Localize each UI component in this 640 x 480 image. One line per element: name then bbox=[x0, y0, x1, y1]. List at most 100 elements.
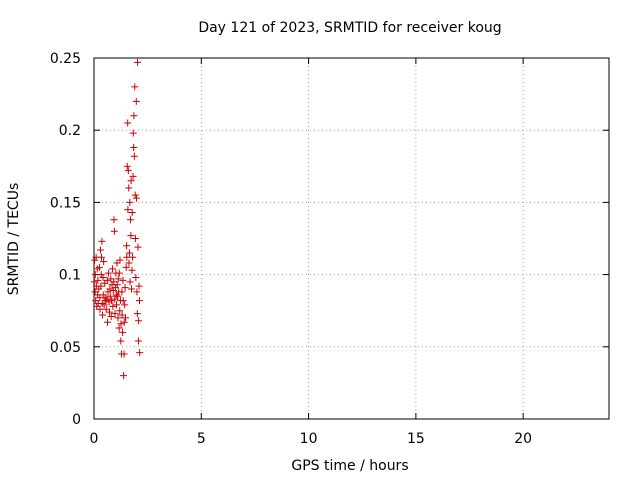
data-point-marker bbox=[123, 162, 131, 170]
data-point-marker bbox=[129, 172, 137, 180]
data-point-marker bbox=[106, 285, 114, 293]
data-point-marker bbox=[125, 184, 133, 192]
x-tick-label: 0 bbox=[90, 431, 99, 447]
data-point-marker bbox=[96, 246, 104, 254]
data-point-marker bbox=[110, 216, 118, 224]
data-point-marker bbox=[126, 216, 134, 224]
data-point-marker bbox=[133, 288, 141, 296]
data-point-marker bbox=[108, 297, 116, 305]
data-point-marker bbox=[118, 288, 126, 296]
data-point-marker bbox=[115, 324, 123, 332]
y-tick-label: 0.25 bbox=[50, 51, 81, 67]
data-point-marker bbox=[110, 278, 118, 286]
data-point-marker bbox=[135, 282, 143, 290]
data-point-marker bbox=[124, 119, 132, 127]
data-point-marker bbox=[104, 318, 112, 326]
data-point-marker bbox=[132, 273, 140, 281]
data-point-marker bbox=[107, 275, 115, 283]
data-point-marker bbox=[97, 271, 105, 279]
data-point-marker bbox=[118, 311, 126, 319]
data-point-marker bbox=[128, 209, 136, 217]
data-point-marker bbox=[119, 328, 127, 336]
data-point-marker bbox=[95, 263, 103, 271]
data-point-marker bbox=[122, 314, 130, 322]
data-point-marker bbox=[135, 297, 143, 305]
data-point-marker bbox=[131, 83, 139, 91]
data-point-marker bbox=[110, 227, 118, 235]
data-point-marker bbox=[96, 305, 104, 313]
data-point-marker bbox=[99, 273, 107, 281]
y-axis-label: SRMTID / TECUs bbox=[6, 183, 22, 296]
data-point-marker bbox=[125, 249, 133, 257]
data-point-marker bbox=[130, 144, 138, 152]
data-point-marker bbox=[120, 350, 128, 358]
data-point-marker bbox=[100, 301, 108, 309]
data-point-marker bbox=[127, 177, 135, 185]
data-point-marker bbox=[116, 256, 124, 264]
data-point-marker bbox=[98, 253, 106, 261]
x-tick-label: 10 bbox=[300, 431, 318, 447]
data-point-marker bbox=[114, 275, 122, 283]
data-point-marker bbox=[114, 292, 122, 300]
y-tick-label: 0 bbox=[72, 412, 81, 428]
data-point-marker bbox=[136, 349, 144, 357]
data-point-marker bbox=[102, 305, 110, 313]
x-tick-label: 20 bbox=[514, 431, 532, 447]
data-point-marker bbox=[93, 302, 101, 310]
data-point-marker bbox=[123, 242, 131, 250]
data-point-marker bbox=[134, 58, 142, 66]
y-tick-label: 0.2 bbox=[59, 123, 81, 139]
data-point-marker bbox=[99, 311, 107, 319]
data-point-marker bbox=[129, 253, 137, 261]
data-point-marker bbox=[111, 284, 119, 292]
x-axis-label: GPS time / hours bbox=[291, 458, 408, 474]
data-point-marker bbox=[126, 278, 134, 286]
data-point-marker bbox=[100, 258, 108, 266]
data-point-marker bbox=[119, 276, 127, 284]
data-point-marker bbox=[106, 292, 114, 300]
data-point-marker bbox=[91, 271, 99, 279]
chart-title: Day 121 of 2023, SRMTID for receiver kou… bbox=[198, 20, 501, 36]
data-point-marker bbox=[119, 297, 127, 305]
data-point-marker bbox=[134, 337, 142, 345]
plot-frame bbox=[93, 57, 610, 420]
data-point-marker bbox=[94, 276, 102, 284]
data-point-marker bbox=[135, 317, 143, 325]
data-point-marker bbox=[121, 284, 129, 292]
data-point-marker bbox=[91, 256, 99, 264]
data-points bbox=[90, 58, 144, 380]
data-point-marker bbox=[128, 285, 136, 293]
data-point-marker bbox=[113, 259, 121, 267]
data-point-marker bbox=[131, 235, 139, 242]
data-point-marker bbox=[133, 310, 141, 318]
grid-lines bbox=[94, 58, 609, 419]
data-point-marker bbox=[129, 129, 137, 137]
data-point-marker bbox=[117, 320, 125, 328]
data-point-marker bbox=[131, 191, 139, 199]
data-point-marker bbox=[109, 302, 117, 310]
data-point-marker bbox=[127, 232, 135, 240]
x-tick-label: 15 bbox=[407, 431, 425, 447]
data-point-marker bbox=[120, 372, 128, 380]
data-point-marker bbox=[113, 281, 121, 289]
data-point-marker bbox=[103, 276, 111, 284]
data-point-marker bbox=[126, 198, 134, 206]
data-point-marker bbox=[132, 97, 140, 105]
data-point-marker bbox=[111, 310, 119, 318]
data-point-marker bbox=[98, 237, 106, 245]
data-point-marker bbox=[124, 206, 132, 214]
data-point-marker bbox=[115, 269, 123, 277]
data-point-marker bbox=[97, 282, 105, 290]
x-tick-label: 5 bbox=[197, 431, 206, 447]
data-point-marker bbox=[130, 112, 138, 120]
y-tick-label: 0.05 bbox=[50, 340, 81, 356]
data-point-marker bbox=[90, 278, 98, 286]
data-point-marker bbox=[132, 194, 140, 202]
data-point-marker bbox=[122, 263, 130, 271]
data-point-marker bbox=[121, 301, 129, 309]
data-point-marker bbox=[128, 266, 136, 274]
data-point-marker bbox=[104, 269, 112, 277]
data-point-marker bbox=[113, 301, 121, 309]
y-tick-label: 0.1 bbox=[59, 268, 81, 284]
